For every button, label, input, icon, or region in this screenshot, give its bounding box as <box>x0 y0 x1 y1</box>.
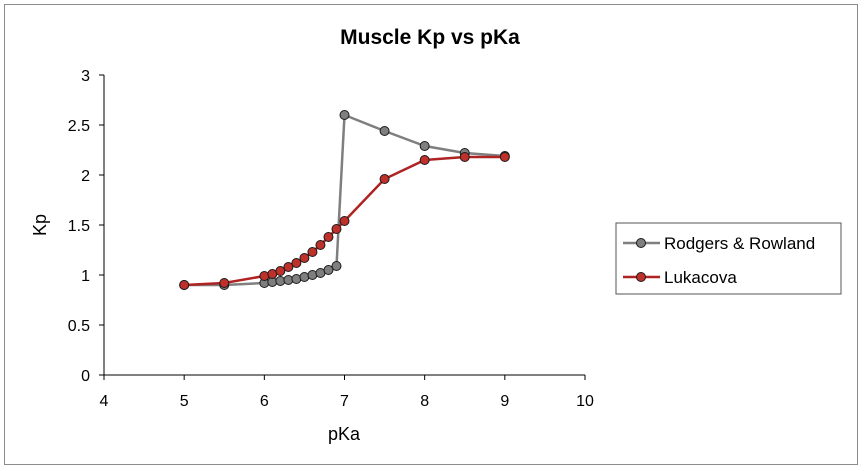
data-point <box>499 152 510 162</box>
x-axis-title: pKa <box>328 424 361 444</box>
y-tick-label: 1 <box>81 268 90 285</box>
data-point <box>299 253 310 263</box>
data-point <box>323 265 334 275</box>
data-point <box>339 110 350 120</box>
series-1 <box>179 110 510 290</box>
data-point <box>323 232 334 242</box>
data-point <box>339 216 350 226</box>
axes: 0 0.5 1 1.5 2 2.5 3 4 5 6 7 8 9 10 <box>68 68 594 410</box>
legend-label: Lukacova <box>664 268 737 287</box>
data-point <box>291 258 302 268</box>
y-tick-label: 2.5 <box>68 118 90 135</box>
legend-marker <box>636 272 646 282</box>
x-tick-label: 5 <box>180 393 189 410</box>
data-point <box>459 152 470 162</box>
legend-marker <box>636 238 646 248</box>
y-tick-label: 0.5 <box>68 318 90 335</box>
data-point <box>259 271 270 281</box>
data-point <box>331 224 342 234</box>
x-tick-label: 9 <box>500 393 509 410</box>
data-point <box>307 270 318 280</box>
x-tick-label: 4 <box>100 393 109 410</box>
series-layer <box>179 110 510 290</box>
data-point <box>379 126 390 136</box>
data-point <box>299 272 310 282</box>
x-tick-label: 6 <box>260 393 269 410</box>
data-point <box>275 266 286 276</box>
x-tick-label: 8 <box>420 393 429 410</box>
chart-title: Muscle Kp vs pKa <box>340 26 520 49</box>
data-point <box>179 280 190 290</box>
y-tick-label: 0 <box>81 368 90 385</box>
data-point <box>291 274 302 284</box>
y-tick-label: 2 <box>81 168 90 185</box>
y-axis-title: Kp <box>30 214 50 236</box>
y-tick-label: 3 <box>81 68 90 85</box>
series-line <box>184 113 505 287</box>
data-point <box>331 261 342 271</box>
legend-entry: Rodgers & Rowland <box>623 234 815 253</box>
data-point <box>379 174 390 184</box>
data-point <box>419 141 430 151</box>
legend-box <box>615 222 842 295</box>
y-tick-label: 1.5 <box>68 218 90 235</box>
x-tick-label: 10 <box>576 393 594 410</box>
data-point <box>283 262 294 272</box>
legend-entry: Lukacova <box>623 268 737 287</box>
legend: Rodgers & Rowland Lukacova <box>615 222 842 295</box>
data-point <box>307 247 318 257</box>
data-point <box>219 278 230 288</box>
data-point <box>419 155 430 165</box>
data-point <box>315 240 326 250</box>
legend-label: Rodgers & Rowland <box>664 234 815 253</box>
series-2 <box>179 152 510 290</box>
x-tick-label: 7 <box>340 393 349 410</box>
